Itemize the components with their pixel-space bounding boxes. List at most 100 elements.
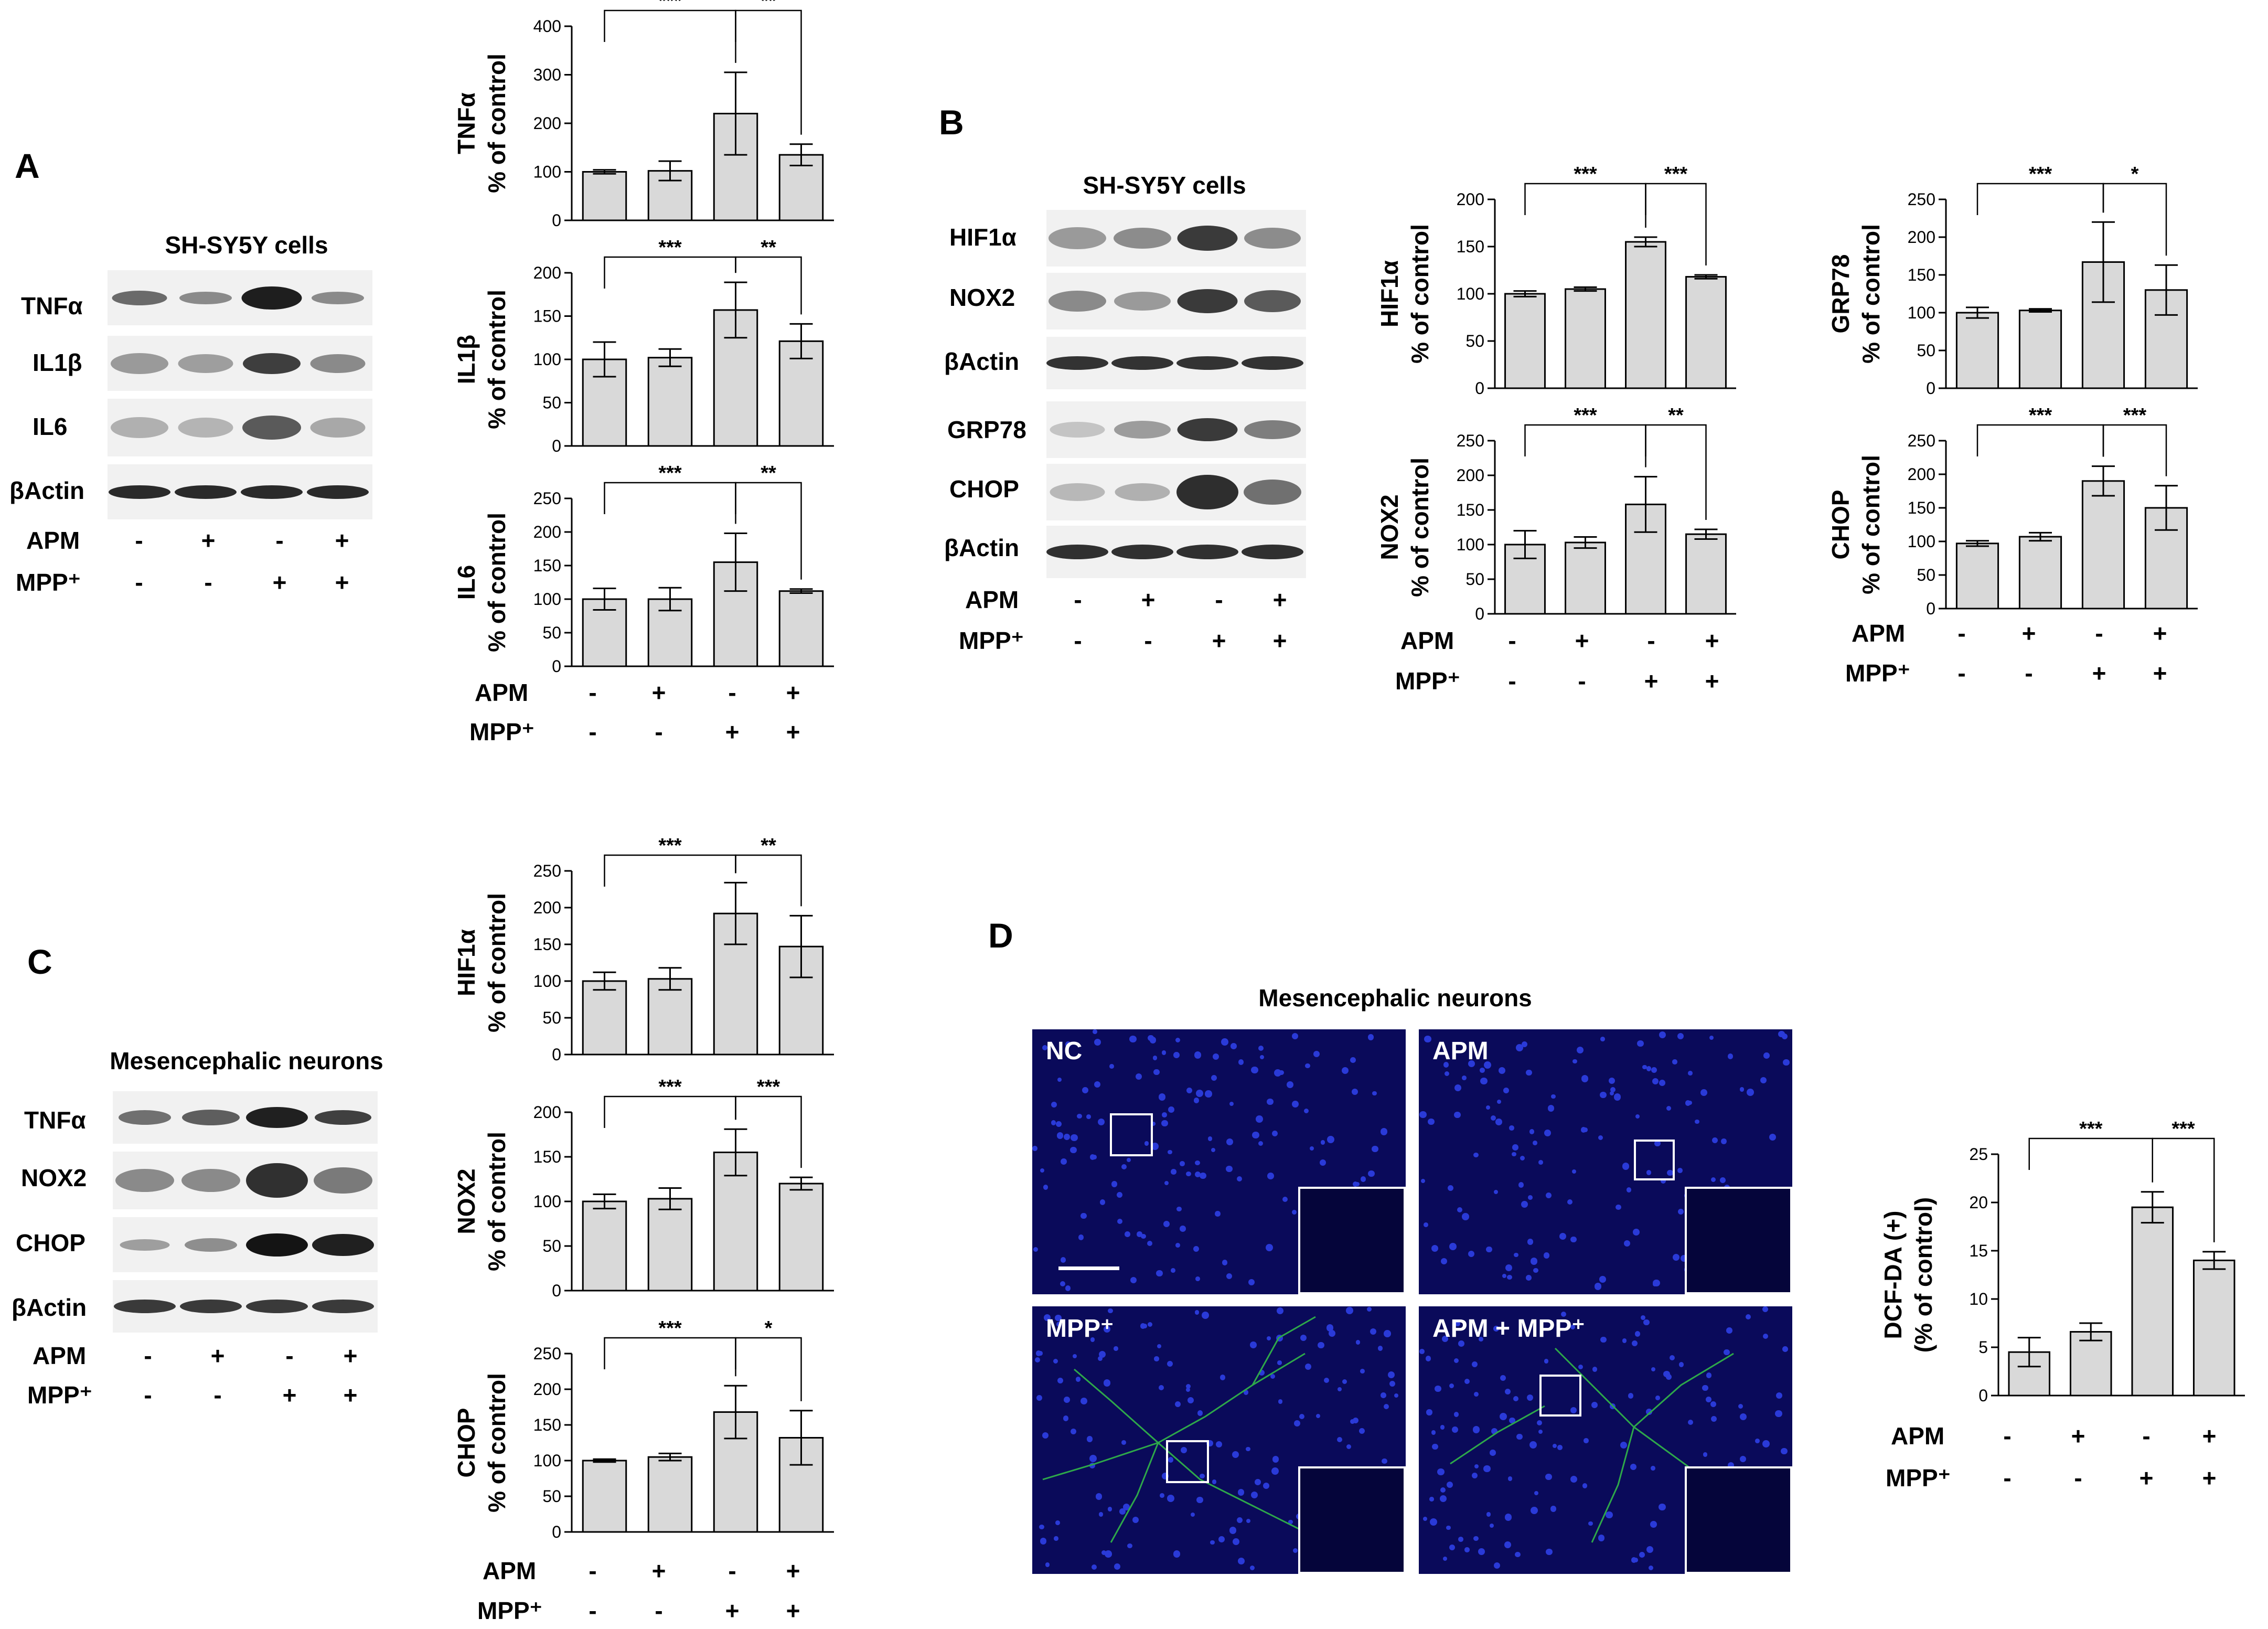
nucleus-dot [1248, 1279, 1255, 1285]
blot-b-row-label: βActin [944, 348, 1020, 375]
nucleus-dot [1594, 1282, 1602, 1290]
nucleus-dot [1186, 1387, 1191, 1392]
nucleus-dot [1516, 1044, 1524, 1052]
y-tick-label: 100 [1908, 303, 1935, 322]
nucleus-dot [1432, 1443, 1438, 1450]
nucleus-dot [1252, 1131, 1259, 1139]
nucleus-dot [1256, 1115, 1264, 1123]
nucleus-dot [1572, 1059, 1577, 1064]
nucleus-dot [1387, 1371, 1395, 1378]
nucleus-dot [1063, 1397, 1070, 1403]
nucleus-dot [1613, 1093, 1621, 1101]
nucleus-dot [1527, 1239, 1534, 1245]
y-axis-title: % of control [1857, 455, 1885, 594]
nucleus-dot [1071, 1134, 1078, 1141]
nucleus-dot [1493, 1326, 1499, 1332]
y-tick-label: 50 [1917, 341, 1935, 360]
y-tick-label: 200 [533, 898, 561, 917]
nucleus-dot [1310, 1146, 1314, 1151]
nucleus-dot [1620, 1441, 1628, 1449]
blot-a-row-label: IL6 [33, 413, 68, 440]
y-tick-label: 150 [533, 1415, 561, 1434]
nucleus-dot [1082, 1087, 1089, 1094]
nucleus-dot [1504, 1514, 1512, 1521]
nucleus-dot [1534, 1490, 1539, 1495]
micrograph-label: NC [1046, 1037, 1083, 1065]
nucleus-dot [1167, 1361, 1173, 1367]
nucleus-dot [1101, 1550, 1107, 1556]
nucleus-dot [1160, 1493, 1164, 1498]
nucleus-dot [1186, 1087, 1192, 1093]
nucleus-dot [1135, 1073, 1142, 1080]
nucleus-dot [1747, 1088, 1755, 1096]
nucleus-dot [1211, 1074, 1217, 1081]
nucleus-dot [1098, 1512, 1104, 1517]
nucleus-dot [1451, 1426, 1458, 1433]
nucleus-dot [1039, 1524, 1044, 1530]
y-tick-label: 50 [542, 1237, 561, 1255]
y-tick-label: 250 [1457, 431, 1484, 450]
nucleus-dot [1389, 1381, 1395, 1387]
nucleus-dot [1321, 1140, 1325, 1145]
nucleus-dot [1454, 1111, 1461, 1119]
significance-bracket [1524, 183, 1646, 228]
treatment-sign: - [1508, 627, 1516, 654]
significance-label: ** [761, 0, 776, 12]
nucleus-dot [1328, 1329, 1335, 1337]
nucleus-dot [1425, 1356, 1431, 1361]
bar [778, 154, 824, 221]
blot-band-strip [1046, 401, 1306, 458]
nucleus-dot [1372, 1091, 1377, 1096]
y-tick-label: 150 [1457, 237, 1484, 256]
nucleus-dot [1739, 1456, 1747, 1463]
significance-label: *** [658, 237, 682, 259]
y-tick-label: 250 [533, 861, 561, 880]
nucleus-dot [1043, 1184, 1049, 1190]
bar [647, 1198, 693, 1292]
significance-label: *** [1574, 163, 1597, 185]
nucleus-dot [1516, 1433, 1523, 1440]
treatment-sign: - [135, 569, 143, 596]
nucleus-dot [1292, 1101, 1299, 1108]
treatment-label-apm: APM [33, 1342, 87, 1369]
micrograph-apm-mpp: APM + MPP⁺ [1419, 1306, 1792, 1574]
nucleus-dot [1530, 1258, 1538, 1265]
nucleus-dot [1588, 1521, 1593, 1526]
nucleus-dot [1538, 1159, 1543, 1165]
nucleus-dot [1507, 1274, 1512, 1280]
bar [778, 590, 824, 667]
y-tick-label: 250 [1908, 190, 1935, 209]
nucleus-dot [1651, 1367, 1655, 1371]
nucleus-dot [1533, 1141, 1538, 1145]
nucleus-dot [1423, 1222, 1428, 1227]
nucleus-dot [1442, 1335, 1449, 1343]
nucleus-dot [1163, 1220, 1170, 1227]
nucleus-dot [1161, 1050, 1167, 1055]
nucleus-dot [1703, 1452, 1708, 1457]
nucleus-dot [1288, 1519, 1293, 1525]
treatment-label-apm: APM [965, 586, 1019, 613]
treatment-sign: + [2071, 1422, 2085, 1450]
nucleus-dot [1505, 1264, 1513, 1272]
nucleus-dot [1060, 1281, 1066, 1287]
nucleus-dot [1250, 1491, 1258, 1498]
nucleus-dot [1526, 1069, 1532, 1076]
nucleus-dot [1127, 1543, 1132, 1549]
nucleus-dot [1642, 1064, 1647, 1069]
nucleus-dot [1194, 1051, 1202, 1059]
y-tick-label: 0 [552, 436, 561, 455]
region-of-interest-box [1539, 1375, 1581, 1417]
nucleus-dot [1114, 1563, 1121, 1570]
y-tick-label: 5 [1978, 1338, 1988, 1357]
y-tick-label: 150 [533, 307, 561, 326]
significance-bracket [735, 9, 802, 135]
nucleus-dot [1582, 1483, 1588, 1489]
nucleus-dot [1685, 1100, 1691, 1106]
nucleus-dot [1159, 1093, 1166, 1101]
nucleus-dot [1763, 1052, 1770, 1059]
treatment-sign: + [725, 1597, 740, 1624]
nucleus-dot [1609, 1078, 1616, 1084]
nucleus-dot [1313, 1051, 1320, 1058]
blot-band-strip [113, 1152, 378, 1209]
